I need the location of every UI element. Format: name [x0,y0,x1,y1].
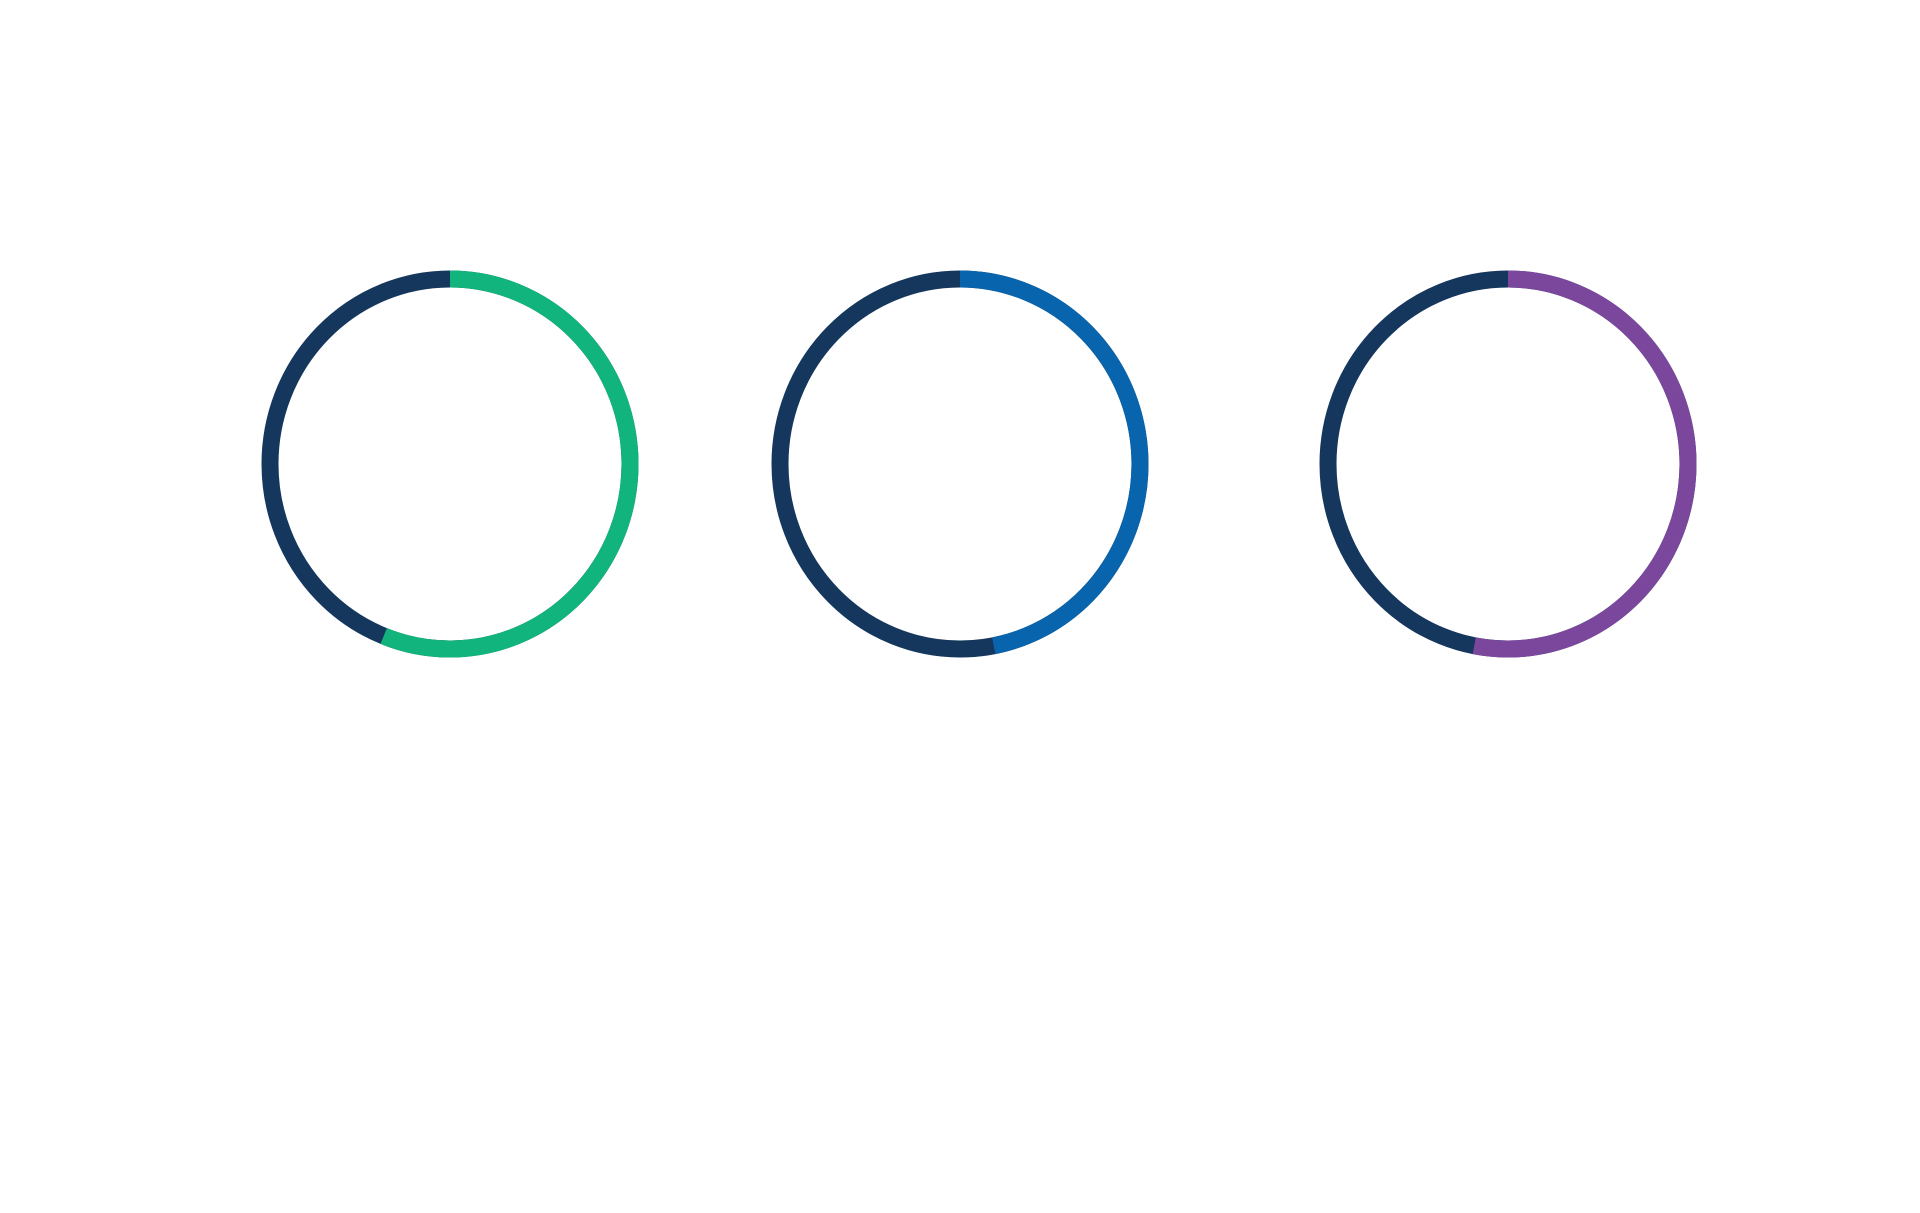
gauge-progress [380,270,639,658]
gauge-progress [959,270,1149,655]
gauge-progress [1472,270,1697,658]
